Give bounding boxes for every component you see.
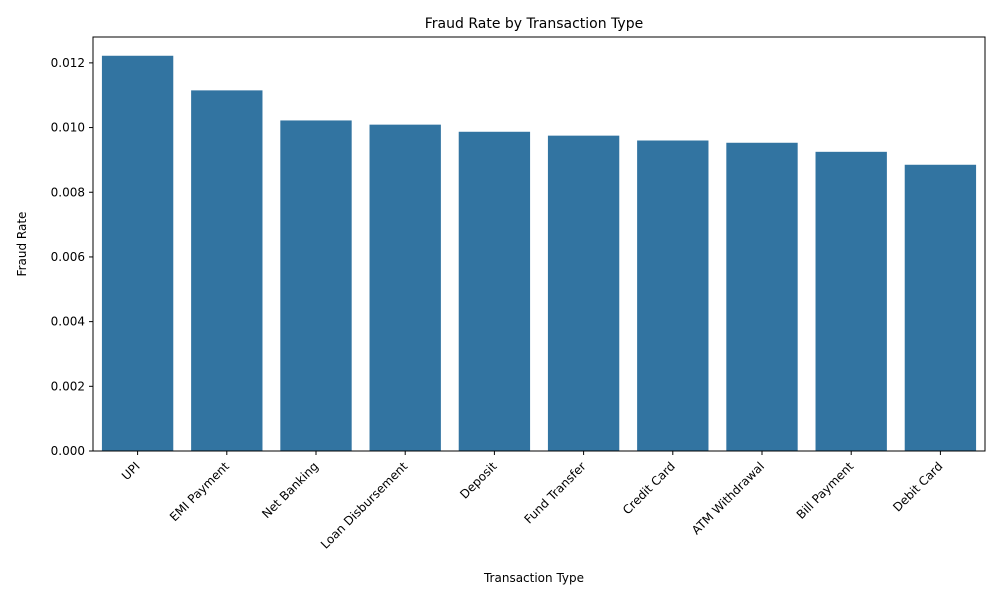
bar (726, 142, 798, 451)
x-tick-label: EMI Payment (167, 459, 232, 524)
bar (904, 164, 977, 451)
plot-frame (92, 36, 986, 452)
bar (458, 131, 531, 451)
y-tick-label: 0.010 (51, 121, 85, 135)
x-tick-label: Deposit (457, 459, 500, 502)
y-tick-label: 0.002 (51, 379, 85, 393)
y-tick-label: 0.012 (51, 56, 85, 70)
bars-layer (101, 55, 977, 452)
chart-title: Fraud Rate by Transaction Type (425, 16, 643, 32)
bar (191, 90, 263, 452)
x-tick-label: Net Banking (259, 459, 321, 521)
bar (369, 124, 441, 452)
y-tick-label: 0.006 (51, 250, 85, 264)
plot-border (92, 36, 986, 452)
x-tick-label: ATM Withdrawal (689, 459, 767, 537)
bar (637, 140, 709, 451)
y-tick-label: 0.008 (51, 185, 85, 199)
bar (547, 135, 620, 451)
x-tick-label: Debit Card (890, 459, 945, 514)
bar (815, 151, 887, 451)
y-axis: 0.000 0.002 0.004 0.006 0.008 0.010 0.012 (51, 56, 93, 458)
x-tick-label: Loan Disbursement (318, 459, 411, 552)
x-tick-label: Bill Payment (794, 459, 857, 522)
y-tick-label: 0.000 (51, 444, 85, 458)
bar (280, 120, 352, 451)
x-tick-label: Credit Card (620, 459, 678, 517)
x-tick-label: Fund Transfer (521, 459, 588, 526)
bar (101, 55, 174, 451)
y-axis-label: Fraud Rate (15, 212, 29, 277)
x-axis-label: Transaction Type (483, 571, 584, 585)
x-tick-label: UPI (119, 459, 143, 483)
y-tick-label: 0.004 (51, 315, 85, 329)
